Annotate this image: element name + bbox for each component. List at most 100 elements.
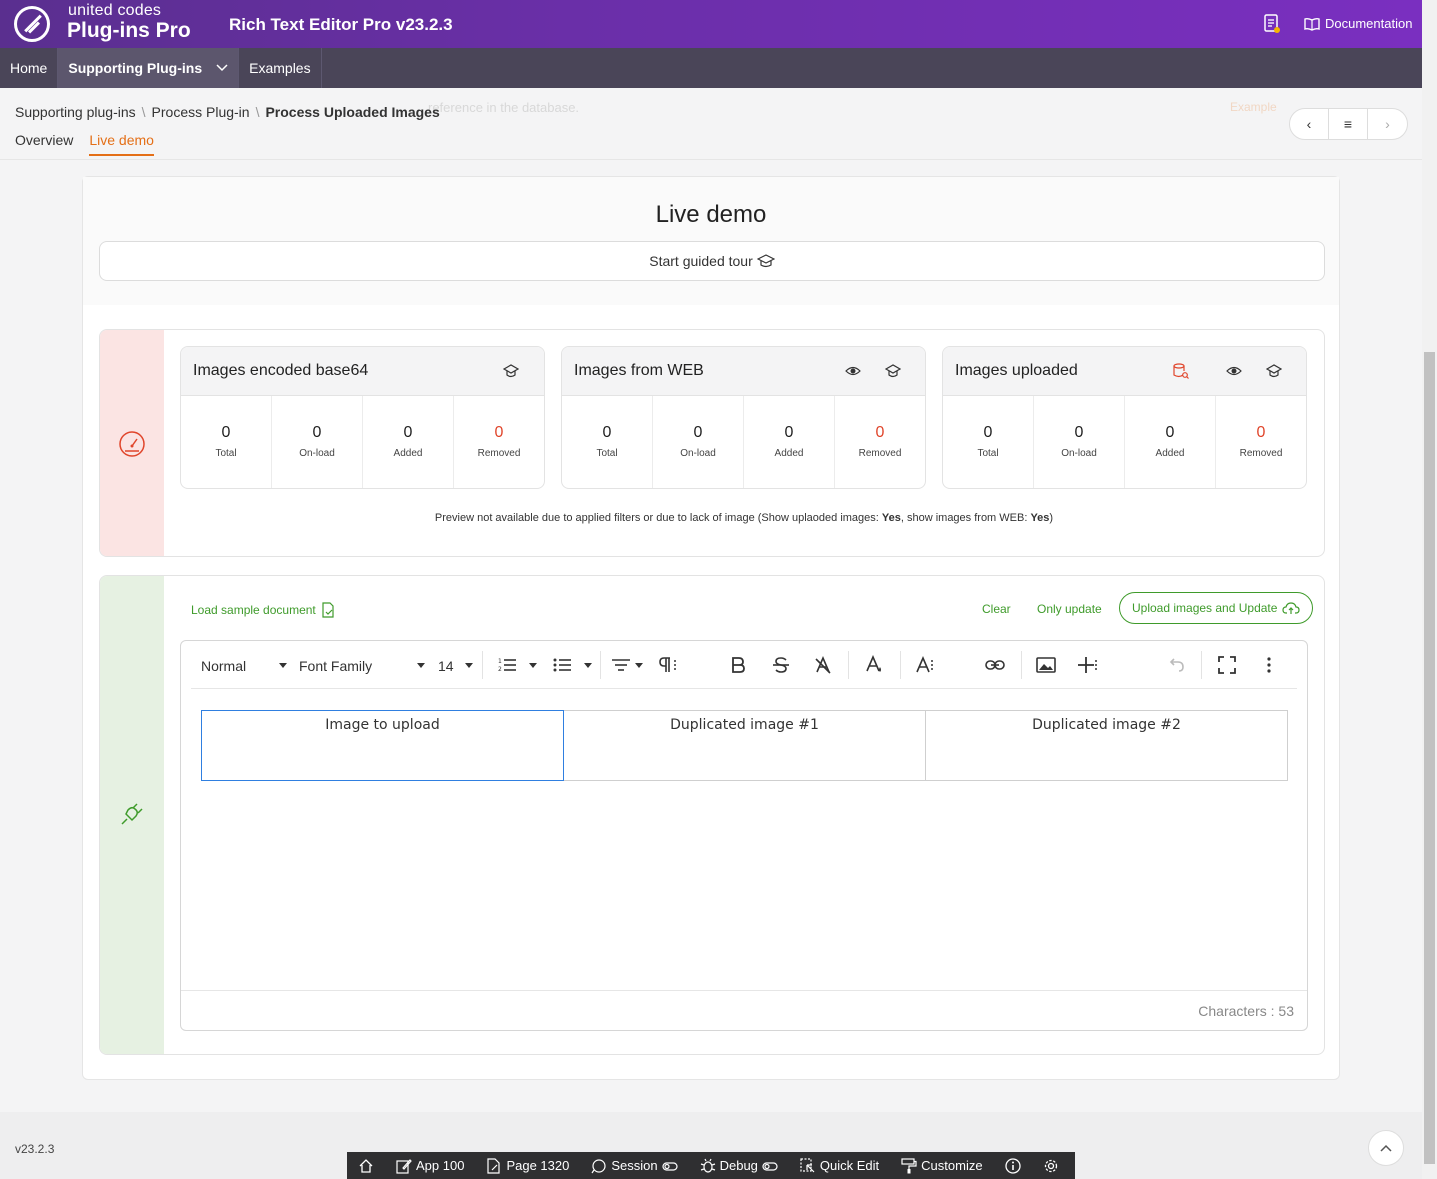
stat-title: Images from WEB [574,362,704,379]
graduation-cap-icon[interactable] [503,363,519,379]
eye-icon[interactable] [1226,363,1242,379]
dev-debug[interactable]: Debug [689,1152,789,1179]
dev-settings[interactable] [1032,1152,1070,1179]
developer-toolbar: App 100 Page 1320 Session Debug Quick Ed… [347,1152,1075,1179]
tab-live-demo[interactable]: Live demo [89,132,154,156]
stat-removed: 0 Removed [835,396,925,488]
dev-app[interactable]: App 100 [385,1152,475,1179]
eye-icon[interactable] [845,363,861,379]
align-icon[interactable] [611,655,631,675]
font-size-select[interactable]: 14 [438,658,454,674]
app-header: united codes Plug-ins Pro Rich Text Edit… [0,0,1422,48]
dev-quick-edit[interactable]: Quick Edit [789,1152,890,1179]
preview-note: Preview not available due to applied fil… [164,512,1324,524]
demo-header: Live demo Start guided tour [83,177,1339,305]
link-icon[interactable] [985,655,1005,675]
caret-down-icon[interactable] [635,663,643,668]
font-size-icon[interactable] [915,655,935,675]
breadcrumb-item-process-plugin[interactable]: Process Plug-in [151,104,250,120]
page-list-button[interactable]: ≡ [1329,109,1368,139]
stat-value: 0 [1256,424,1266,441]
more-icon[interactable] [1259,655,1279,675]
dev-customize[interactable]: Customize [890,1152,993,1179]
stat-label: On-load [1061,448,1097,459]
page-tabs: Overview Live demo [15,132,154,156]
strikethrough-icon[interactable] [771,655,791,675]
stat-value: 0 [1074,424,1084,441]
insert-more-icon[interactable] [1078,655,1098,675]
scroll-to-top-button[interactable] [1368,1130,1404,1166]
stat-removed: 0 Removed [1216,396,1306,488]
dev-label: Session [611,1158,658,1173]
stat-card-base64: Images encoded base64 0 Total 0 On-load 0 A… [180,346,545,489]
quick-edit-icon [800,1157,815,1172]
scrollbar-thumb[interactable] [1424,352,1435,1164]
stat-label: Added [1155,448,1185,459]
caret-down-icon[interactable] [529,663,537,668]
editor-side [100,576,164,1054]
next-page-button[interactable]: › [1385,116,1390,132]
bold-icon[interactable] [728,655,748,675]
dev-label: Quick Edit [819,1158,880,1173]
tab-overview[interactable]: Overview [15,132,74,148]
speedometer-icon [119,431,145,457]
paragraph-style-select[interactable]: Normal [201,658,247,674]
stat-label: On-load [299,448,335,459]
stat-title: Images encoded base64 [193,362,369,379]
stat-added: 0 Added [363,396,454,488]
upload-images-and-update-button[interactable]: Upload images and Update [1119,592,1314,624]
content-table[interactable]: Image to upload Duplicated image #1 Dupl… [201,710,1288,781]
app-title[interactable]: Rich Text Editor Pro v23.2.3 [229,15,453,34]
start-guided-tour-button[interactable]: Start guided tour [99,241,1325,281]
load-sample-label: Load sample document [191,603,316,617]
caret-down-icon [279,663,287,668]
dev-session[interactable]: Session [580,1152,688,1179]
bug-icon [700,1158,715,1173]
nav-item-supporting-plugins[interactable]: Supporting Plug-ins [58,48,240,88]
tour-label: Start guided tour [649,253,753,269]
dev-page[interactable]: Page 1320 [475,1152,580,1179]
font-family-select[interactable]: Font Family [299,658,373,674]
dev-home[interactable] [347,1152,385,1179]
table-cell-duplicated-2[interactable]: Duplicated image #2 [925,710,1288,781]
load-sample-document-button[interactable]: Load sample document [191,602,335,618]
nav-item-examples[interactable]: Examples [239,48,322,88]
stat-value: 0 [403,424,413,441]
prev-page-button[interactable]: ‹ [1290,109,1329,139]
toolbar-divider [482,651,483,679]
bullet-list-icon[interactable] [552,655,572,675]
image-icon[interactable] [1036,655,1056,675]
undo-icon[interactable] [1166,655,1186,675]
stat-label: Removed [1239,448,1283,459]
notes-icon[interactable] [1263,14,1281,34]
text-color-icon[interactable] [864,655,884,675]
book-icon [1304,17,1320,31]
breadcrumb-separator: \ [255,104,260,120]
note-yes: Yes [1030,512,1050,524]
home-icon [359,1158,373,1173]
graduation-cap-icon[interactable] [1266,363,1282,379]
breadcrumb-item-supporting-plugins[interactable]: Supporting plug-ins [15,104,136,120]
clear-format-icon[interactable] [813,655,833,675]
caret-down-icon[interactable] [584,663,592,668]
logo-icon[interactable] [14,6,50,42]
database-search-icon[interactable] [1173,363,1189,379]
brand-bottom: Plug-ins Pro [67,19,191,42]
only-update-button[interactable]: Only update [1037,602,1102,616]
dev-label: App 100 [416,1158,465,1173]
documentation-link[interactable]: Documentation [1304,16,1412,31]
toolbar-divider [600,651,601,679]
graduation-cap-icon[interactable] [885,363,901,379]
clear-button[interactable]: Clear [982,602,1011,616]
fullscreen-icon[interactable] [1217,655,1237,675]
table-cell-image-to-upload[interactable]: Image to upload [201,710,564,781]
stats-region: Images encoded base64 0 Total 0 On-load 0 A… [99,329,1325,557]
breadcrumb-separator: \ [141,104,146,120]
stat-label: Added [393,448,423,459]
nav-label: Home [10,60,48,76]
paragraph-format-icon[interactable] [658,655,678,675]
nav-item-home[interactable]: Home [0,48,59,88]
dev-info[interactable] [994,1152,1032,1179]
table-cell-duplicated-1[interactable]: Duplicated image #1 [563,710,926,781]
ordered-list-icon[interactable]: 12 [497,655,517,675]
